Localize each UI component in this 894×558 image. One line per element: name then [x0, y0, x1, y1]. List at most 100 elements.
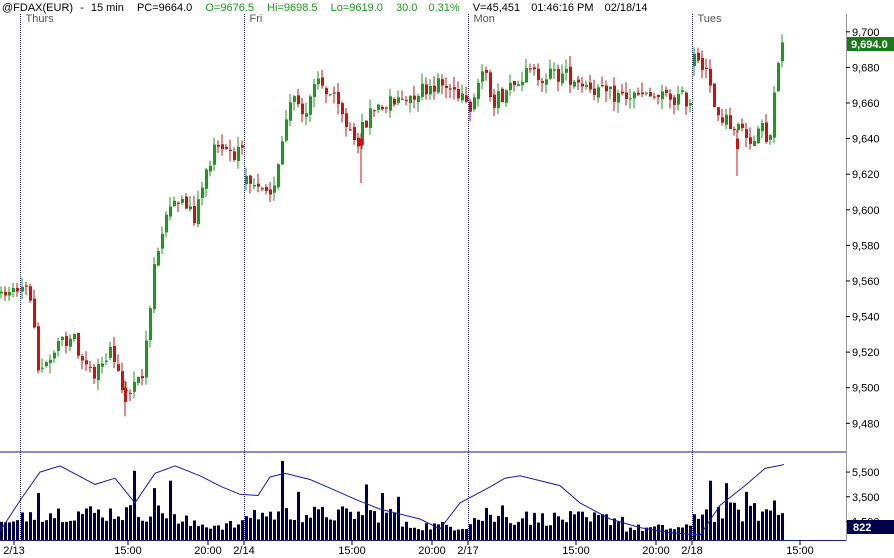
- volume-bar: [557, 516, 560, 540]
- candle-up: [329, 94, 332, 96]
- candle-down: [129, 392, 132, 394]
- volume-bar: [697, 518, 700, 540]
- candle-down: [93, 366, 96, 379]
- volume-bar: [233, 527, 236, 540]
- candle-down: [357, 137, 360, 147]
- volume-bar: [209, 528, 212, 540]
- candle-up: [213, 144, 216, 165]
- volume-bar: [709, 480, 712, 540]
- volume-bar: [357, 511, 360, 540]
- candle-down: [577, 79, 580, 83]
- volume-bar: [593, 512, 596, 540]
- candle-down: [221, 144, 224, 150]
- volume-bar: [137, 517, 140, 540]
- volume-bar: [385, 512, 388, 540]
- candle-down: [185, 196, 188, 209]
- volume-bar: [453, 530, 456, 540]
- candle-down: [121, 371, 124, 391]
- volume-bar: [617, 521, 620, 540]
- volume-bar: [761, 511, 764, 540]
- candle-down: [141, 376, 144, 379]
- candle-up: [313, 84, 316, 97]
- volume-bar: [205, 527, 208, 540]
- candle-up: [369, 108, 372, 128]
- volume-bar: [349, 511, 352, 540]
- volume-bar: [641, 531, 644, 540]
- candle-up: [461, 93, 464, 101]
- candle-up: [189, 206, 192, 210]
- candle-up: [737, 124, 740, 130]
- header-info: @FDAX(EUR) - 15 min PC=9664.0 O=9676.5 H…: [2, 2, 647, 14]
- volume-bar: [685, 524, 688, 540]
- candle-up: [205, 169, 208, 189]
- header-time: 01:46:16 PM: [531, 2, 593, 14]
- candle-down: [193, 206, 196, 224]
- volume-bar: [341, 506, 344, 540]
- candle-down: [465, 95, 468, 102]
- candle-down: [489, 72, 492, 98]
- y-tick-label: 9,680: [852, 62, 880, 74]
- volume-bar: [653, 526, 656, 540]
- volume-bar: [365, 484, 368, 540]
- volume-bar: [729, 502, 732, 540]
- candle-up: [109, 346, 112, 358]
- candle-up: [417, 96, 420, 103]
- volume-bar: [245, 516, 248, 540]
- candle-up: [573, 81, 576, 87]
- volume-bar: [725, 483, 728, 540]
- x-tick-label: 15:00: [338, 545, 366, 557]
- volume-bar: [625, 531, 628, 540]
- volume-bar: [257, 519, 260, 540]
- volume-bar: [16, 520, 19, 540]
- candle-up: [629, 98, 632, 100]
- volume-bar: [305, 515, 308, 540]
- volume-bar: [713, 521, 716, 540]
- candle-up: [281, 141, 284, 165]
- volume-bar: [53, 518, 56, 540]
- candle-up: [437, 78, 440, 93]
- volume-bar: [61, 522, 64, 540]
- volume-bar: [693, 514, 696, 540]
- candle-down: [217, 144, 220, 147]
- candle-up: [609, 86, 612, 90]
- volume-bar: [161, 513, 164, 540]
- header-change: 30.0: [396, 2, 417, 14]
- volume-bar: [661, 524, 664, 540]
- candle-up: [585, 84, 588, 87]
- volume-bar: [149, 516, 152, 540]
- volume-bar: [533, 512, 536, 540]
- volume-bar: [437, 524, 440, 540]
- header-dash: -: [80, 2, 84, 14]
- candle-up: [565, 68, 568, 73]
- volume-bar: [109, 508, 112, 540]
- volume-tick-label: 3,500: [852, 492, 880, 504]
- x-tick-label: 20:00: [418, 545, 446, 557]
- candle-down: [641, 92, 644, 95]
- volume-bar: [397, 496, 400, 540]
- candle-down: [77, 332, 80, 356]
- volume-bar: [101, 517, 104, 540]
- volume-bar: [289, 519, 292, 540]
- candle-down: [665, 89, 668, 93]
- candle-up: [45, 362, 48, 367]
- volume-bar: [477, 519, 480, 540]
- volume-bar: [521, 518, 524, 540]
- candle-up: [781, 42, 784, 62]
- volume-tick-label: 5,500: [852, 467, 880, 479]
- header-change-pct: 0.31%: [428, 2, 459, 14]
- candle-up: [133, 381, 136, 392]
- candle-down: [445, 85, 448, 88]
- candle-up: [157, 251, 160, 266]
- candle-up: [153, 264, 156, 310]
- volume-bar: [545, 525, 548, 540]
- day-label: Mon: [474, 13, 495, 25]
- candle-up: [681, 90, 684, 93]
- candle-down: [669, 93, 672, 100]
- volume-bar: [117, 516, 120, 540]
- volume-bar: [421, 530, 424, 540]
- candle-up: [245, 176, 248, 185]
- volume-bar: [33, 519, 36, 540]
- volume-bar: [45, 520, 48, 540]
- volume-bar: [613, 518, 616, 540]
